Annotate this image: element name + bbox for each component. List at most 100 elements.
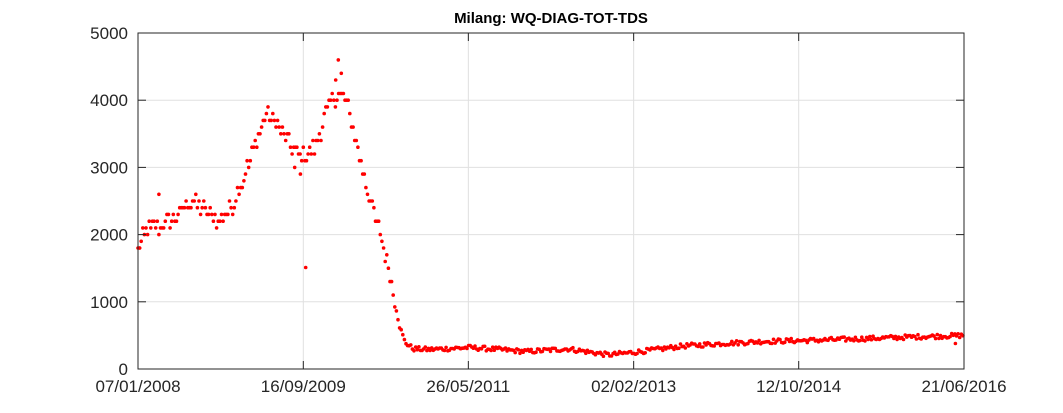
data-point	[298, 152, 302, 156]
data-point	[601, 354, 606, 359]
data-point	[333, 105, 338, 109]
data-point	[272, 118, 277, 123]
data-point	[444, 345, 448, 350]
y-tick-label: 2000	[90, 226, 128, 245]
data-point	[144, 226, 148, 230]
data-point	[381, 246, 386, 250]
data-point	[417, 345, 421, 349]
data-point	[402, 337, 407, 342]
data-point	[672, 347, 676, 352]
y-tick-labels: 0 1000 2000 3000 4000 5000	[90, 24, 128, 379]
data-point	[219, 212, 224, 217]
data-point	[306, 152, 310, 156]
data-point	[734, 339, 739, 343]
data-point	[529, 347, 533, 352]
data-point	[232, 205, 237, 210]
data-point	[192, 199, 196, 203]
data-point	[728, 342, 732, 346]
data-point	[860, 335, 864, 340]
data-point	[391, 293, 396, 297]
data-point	[868, 334, 872, 339]
data-point	[385, 253, 389, 257]
data-point	[389, 279, 394, 284]
data-point	[197, 199, 201, 203]
data-point	[301, 145, 306, 149]
data-point	[304, 158, 309, 163]
x-tick-label: 26/05/2011	[426, 377, 510, 396]
data-point	[869, 337, 874, 342]
data-point	[386, 266, 391, 271]
data-point	[311, 138, 315, 143]
data-point	[473, 344, 477, 348]
plot-area	[138, 33, 964, 369]
data-point	[312, 152, 317, 156]
grid	[138, 33, 964, 369]
data-point	[295, 145, 299, 149]
data-point	[149, 226, 153, 230]
data-point	[227, 199, 232, 203]
data-point	[584, 351, 588, 356]
data-point	[254, 145, 259, 149]
data-point	[169, 219, 174, 223]
data-point	[643, 351, 647, 355]
data-point	[606, 351, 610, 356]
data-point	[482, 344, 487, 349]
data-point	[317, 132, 322, 136]
data-point	[362, 172, 367, 176]
data-point	[571, 345, 575, 350]
data-point	[274, 125, 278, 129]
data-point	[195, 205, 200, 210]
data-point	[516, 348, 521, 352]
data-point	[152, 219, 156, 223]
data-point	[168, 226, 172, 230]
data-point	[380, 239, 384, 244]
data-point	[166, 212, 171, 217]
data-point	[393, 305, 397, 309]
data-point	[325, 105, 330, 109]
x-tick-labels: 07/01/2008 16/09/2009 26/05/2011 02/02/2013…	[95, 377, 1006, 396]
y-tick-label: 3000	[90, 158, 128, 177]
data-point	[237, 192, 241, 197]
data-point	[783, 340, 787, 345]
data-point	[248, 158, 253, 163]
data-point	[147, 219, 151, 223]
data-point	[394, 309, 399, 313]
data-point	[253, 138, 257, 143]
data-point	[423, 345, 428, 349]
data-points	[136, 58, 965, 359]
data-point	[214, 226, 219, 230]
data-point	[234, 199, 238, 203]
data-point	[246, 165, 251, 170]
data-point	[287, 132, 291, 136]
data-point	[283, 138, 288, 143]
data-point	[356, 145, 360, 149]
data-point	[442, 348, 447, 353]
data-point	[858, 338, 862, 343]
data-point	[755, 341, 760, 345]
data-point	[346, 98, 351, 102]
data-point	[266, 105, 270, 109]
data-point	[203, 205, 208, 210]
data-point	[730, 339, 734, 344]
data-point	[409, 343, 413, 347]
x-tick-label: 21/06/2016	[921, 377, 1006, 396]
data-point	[778, 337, 782, 342]
data-point	[200, 205, 204, 210]
data-point	[351, 125, 355, 129]
data-point	[717, 341, 721, 345]
data-point	[771, 337, 776, 342]
data-point	[415, 347, 420, 352]
data-point	[401, 332, 405, 337]
data-point	[245, 158, 249, 163]
data-point	[258, 132, 262, 136]
data-point	[139, 239, 143, 244]
data-point	[157, 232, 161, 237]
data-point	[354, 138, 359, 143]
data-point	[330, 91, 335, 96]
data-point	[189, 205, 193, 210]
data-point	[328, 98, 333, 102]
x-tick-label: 02/02/2013	[591, 377, 676, 396]
data-point	[332, 98, 336, 102]
data-point	[290, 152, 294, 156]
data-point	[211, 219, 216, 223]
